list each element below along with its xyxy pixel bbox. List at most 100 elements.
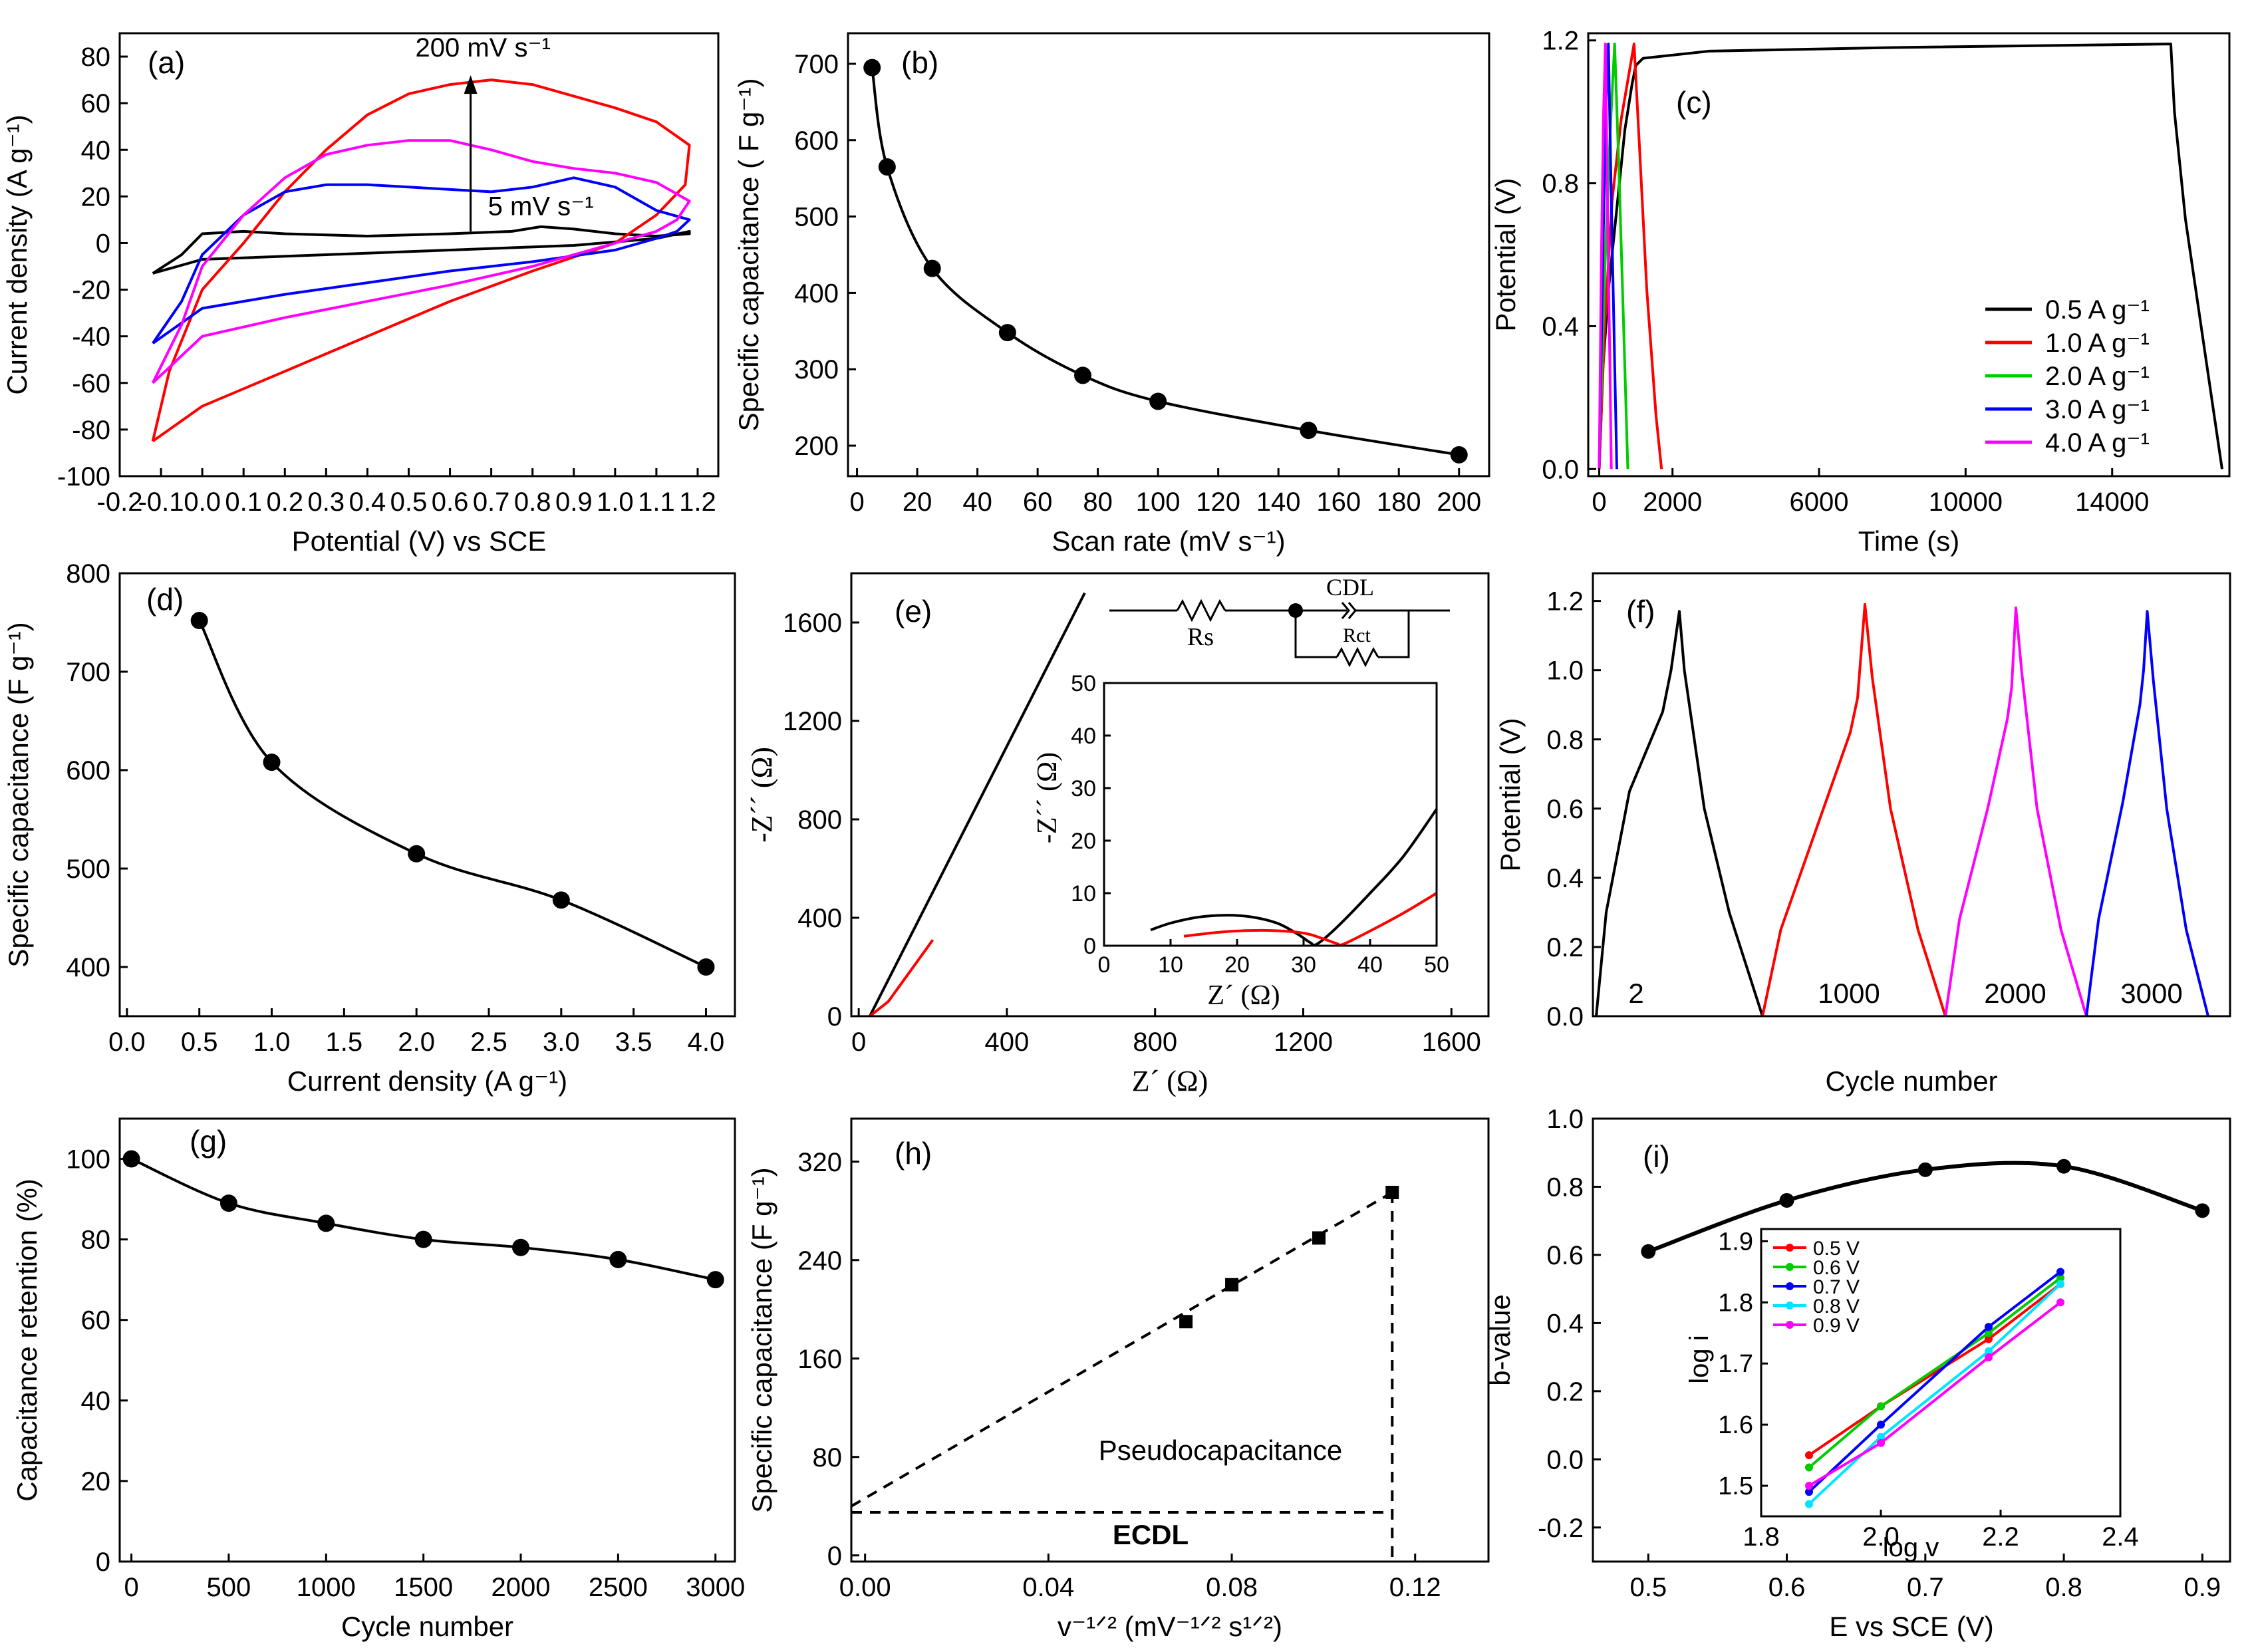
panel-d: 0.0 0.5 1.0 1.5 2.0 2.5 3.0 3.5 4.0 400 500 600 700 8… [3, 559, 736, 1097]
fit-curve [198, 620, 707, 968]
inset-x-tick-label: 1.8 [1743, 1522, 1780, 1552]
inset-legend-marker [1786, 1302, 1794, 1309]
y-axis-label: Specific capacitance (F g⁻¹) [3, 622, 34, 967]
panel-c: 0 2000 6000 10000 14000 0.0 0.4 0.8 1.2 Time (s) P… [1490, 27, 2231, 557]
inset-x-tick-label: 2.4 [2102, 1522, 2139, 1552]
x-axis-label: Scan rate (mV s⁻¹) [1052, 525, 1285, 557]
inset-y-tick-label: 1.7 [1718, 1350, 1753, 1378]
panel-label: (e) [895, 594, 932, 628]
x-tick-label: 1200 [1274, 1028, 1333, 1057]
inset-x-tick-label: 0 [1098, 952, 1111, 978]
y-tick-label: 40 [81, 136, 111, 165]
x-axis-label: Current density (A g⁻¹) [287, 1065, 567, 1097]
data-point [1450, 446, 1468, 464]
inset-x-tick-label: 10 [1158, 952, 1183, 978]
x-tick-label: 180 [1377, 487, 1421, 517]
y-tick-label: 80 [81, 1226, 111, 1255]
x-axis-label: Potential (V) vs SCE [292, 525, 547, 557]
y-tick-label: 0.4 [1546, 864, 1584, 893]
x-tick-label: 2500 [589, 1573, 648, 1602]
inset-data-point [1985, 1335, 1993, 1343]
inset-x-axis-label: log v [1883, 1533, 1939, 1562]
x-tick-label: 4.0 [688, 1028, 725, 1057]
y-tick-label: 0.6 [1546, 1241, 1584, 1270]
x-tick-label: 0.4 [349, 487, 386, 517]
inset-frame [1760, 1228, 2122, 1518]
inset-series-line [1808, 1301, 2062, 1487]
cdl-element [1341, 602, 1350, 619]
cv-curve [151, 139, 691, 384]
x-tick-label: 0.6 [1768, 1573, 1806, 1602]
x-axis-label: v⁻¹ᐟ² (mV⁻¹ᐟ² s¹ᐟ²) [1057, 1611, 1282, 1642]
y-tick-label: 80 [813, 1443, 843, 1472]
y-tick-label: -20 [72, 276, 110, 305]
inset-series-line [1808, 1276, 2062, 1469]
x-tick-label: 20 [903, 487, 932, 517]
rct-label: Rct [1343, 624, 1371, 646]
data-point [552, 891, 570, 909]
panel-label: (g) [190, 1124, 227, 1159]
inset-nyquist-curve [1150, 808, 1438, 947]
fit-curve [871, 67, 1460, 456]
inset-series-line [1808, 1283, 2062, 1506]
plot-frame [118, 572, 736, 1018]
pseudocapacitance-label: Pseudocapacitance [1099, 1435, 1343, 1466]
cv-curve [152, 225, 691, 275]
inset-y-tick-label: 20 [1071, 829, 1096, 854]
y-axis-label: Current density (A g⁻¹) [1, 114, 33, 394]
x-tick-label: 1.2 [679, 487, 716, 517]
inset-x-tick-label: 2.2 [1982, 1522, 2019, 1552]
data-point [1641, 1244, 1656, 1259]
x-tick-label: 60 [1023, 487, 1053, 517]
y-axis-label: b-value [1484, 1294, 1516, 1386]
y-axis-label: Specific capacitance ( F g⁻¹) [733, 78, 764, 431]
panel-b: 0 20 40 60 80 100 120 140 160 180 200 200 300 400 500 6… [733, 32, 1490, 557]
data-point [1300, 422, 1318, 440]
inset-data-point [1985, 1347, 1993, 1355]
x-tick-label: 0 [1592, 487, 1606, 517]
inset-y-axis-label: log i [1685, 1335, 1714, 1383]
y-tick-label: 1600 [783, 609, 842, 638]
inset-data-point [2056, 1280, 2064, 1288]
data-point [317, 1214, 335, 1232]
x-tick-label: 3.0 [543, 1028, 580, 1057]
inset-y-tick-label: 1.9 [1718, 1228, 1753, 1256]
y-tick-label: 0.8 [1546, 1172, 1584, 1202]
y-tick-label: 400 [797, 904, 842, 933]
x-tick-label: 0.6 [432, 487, 469, 517]
panel-f: 0.0 0.2 0.4 0.6 0.8 1.0 1.2 Cycle number Potenti… [1494, 572, 2231, 1097]
y-tick-label: 20 [81, 182, 111, 211]
panel-g: 0 500 1000 1500 2000 2500 3000 0 20 40 60 80 100 Cycl… [11, 1117, 745, 1642]
ecdl-label: ECDL [1113, 1519, 1189, 1550]
y-tick-label: 0.8 [1542, 170, 1579, 199]
gcd-curve [1598, 43, 1618, 470]
x-tick-label: 0.3 [308, 487, 345, 517]
x-tick-label: 1000 [297, 1573, 356, 1602]
y-tick-label: -80 [72, 416, 110, 445]
circuit-wire [1294, 611, 1337, 658]
x-tick-label: 2.5 [470, 1028, 507, 1057]
cycle-curve [1761, 603, 1947, 1017]
panel-label: (i) [1643, 1139, 1670, 1174]
x-tick-label: 1.0 [597, 487, 634, 517]
legend-label: 1.0 A g⁻¹ [2045, 329, 2150, 358]
y-tick-label: 0.0 [1542, 455, 1579, 484]
inset-data-point [1805, 1482, 1813, 1490]
inset-data-point [1877, 1421, 1885, 1429]
y-tick-label: 800 [66, 559, 110, 589]
data-point [1074, 366, 1092, 384]
inset-y-tick-label: 30 [1071, 776, 1096, 801]
x-tick-label: 0.2 [266, 487, 303, 517]
inset-y-tick-label: 50 [1071, 671, 1096, 696]
y-tick-label: 0.4 [1546, 1309, 1584, 1338]
cycle-curve [1595, 610, 1764, 1017]
inset-x-tick-label: 50 [1424, 952, 1449, 978]
data-point [998, 324, 1016, 342]
inset-data-point [1985, 1323, 1993, 1331]
x-tick-label: 0.00 [839, 1573, 891, 1602]
panel-label: (d) [146, 582, 184, 617]
data-point [706, 1271, 724, 1289]
panel-i: 0.5 0.6 0.7 0.8 0.9 -0.2 0.0 0.2 0.4 0.6 0.8 1.0 E v… [1484, 1105, 2231, 1642]
